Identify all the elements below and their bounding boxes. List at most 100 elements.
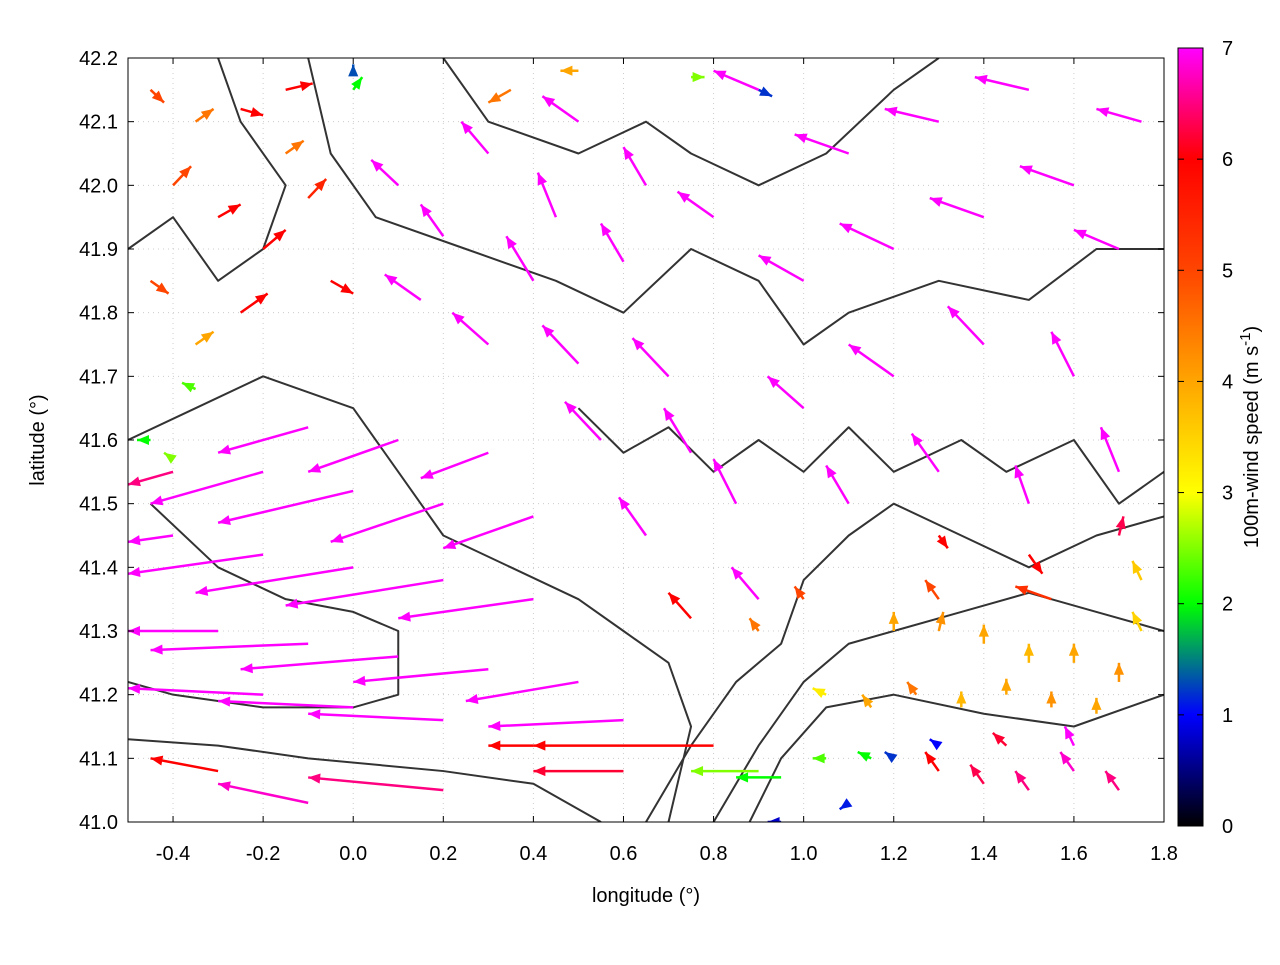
wind-vector — [712, 458, 738, 505]
wind-vector — [460, 120, 490, 155]
wind-vector — [691, 766, 759, 777]
wind-vector — [128, 534, 174, 546]
x-tick-label: 0.6 — [610, 843, 638, 865]
wind-vector-head — [299, 81, 313, 92]
wind-vector-head — [884, 751, 898, 764]
wind-vector — [1099, 426, 1121, 473]
wind-vector — [284, 139, 305, 155]
wind-vector-head — [1046, 691, 1057, 704]
wind-vector-head — [218, 444, 231, 455]
x-tick-label: 0.8 — [700, 843, 728, 865]
wind-vector-head — [1113, 662, 1125, 675]
wind-vector — [617, 496, 648, 537]
wind-vector — [1096, 107, 1142, 123]
wind-vector-head — [888, 611, 899, 624]
wind-vector — [736, 772, 782, 783]
wind-vector-head — [848, 344, 862, 356]
wind-vector — [541, 95, 580, 123]
colorbar-tick-label: 2 — [1222, 594, 1233, 616]
wind-vector — [1014, 770, 1030, 791]
wind-vector — [353, 667, 489, 686]
wind-vector-head — [1014, 465, 1025, 479]
wind-vector — [888, 611, 899, 631]
wind-vector — [218, 696, 354, 709]
wind-vector-head — [677, 191, 691, 203]
wind-vector-head — [970, 764, 982, 778]
colorbar-tick-label: 4 — [1222, 371, 1233, 393]
wind-vector-shaft — [398, 597, 534, 620]
wind-vector-head — [978, 624, 989, 637]
wind-vector — [541, 324, 580, 365]
wind-vector — [906, 681, 919, 696]
wind-vector-head — [420, 469, 434, 479]
wind-vector-head — [839, 223, 853, 234]
wind-vector-head — [1100, 427, 1111, 441]
wind-vector-head — [240, 663, 253, 674]
wind-vector-shaft — [150, 470, 264, 505]
wind-vector-shaft — [307, 438, 399, 474]
wind-vector-head — [1068, 643, 1079, 656]
x-axis-ticks: -0.4 -0.2 0.0 0.2 0.4 0.6 0.8 1.0 1.2 1.4 1.6 1.8 — [156, 58, 1178, 865]
wind-vector — [564, 400, 602, 441]
y-tick-label: 41.3 — [79, 621, 118, 643]
wind-vector-head — [290, 140, 304, 152]
wind-vector-head — [925, 580, 937, 593]
wind-vector — [884, 750, 898, 764]
wind-vector-shaft — [308, 776, 444, 792]
wind-vector — [974, 74, 1030, 92]
wind-vector-head — [1073, 229, 1087, 240]
wind-vector-head — [564, 401, 577, 414]
wind-vector — [150, 470, 264, 506]
wind-vector — [1113, 662, 1125, 682]
wind-vector — [861, 693, 874, 709]
colorbar-tick-label: 0 — [1222, 816, 1233, 838]
wind-vector-head — [929, 197, 943, 207]
wind-vector-head — [1060, 751, 1072, 765]
wind-vector — [1014, 585, 1052, 601]
wind-vector-head — [348, 64, 359, 77]
wind-vector-head — [812, 688, 826, 698]
wind-vector-head — [826, 465, 837, 479]
wind-vector-head — [506, 236, 517, 250]
wind-vector-shaft — [128, 553, 264, 575]
wind-vector — [676, 190, 715, 219]
wind-vector-head — [749, 618, 761, 631]
y-tick-label: 41.6 — [79, 430, 118, 452]
wind-vector-head — [314, 178, 327, 192]
wind-vector — [163, 451, 177, 464]
wind-vector — [195, 566, 354, 596]
wind-vector — [181, 381, 197, 393]
wind-vector-shaft — [240, 655, 399, 671]
wind-vector-head — [758, 255, 772, 266]
wind-vector-head — [218, 515, 231, 525]
x-tick-label: 0.0 — [339, 843, 367, 865]
x-tick-label: -0.4 — [156, 843, 190, 865]
colorbar-tick-label: 1 — [1222, 705, 1233, 727]
wind-vector-head — [618, 497, 631, 510]
contour-line — [577, 407, 1164, 505]
wind-vector-head — [488, 720, 501, 731]
wind-vector-head — [488, 740, 501, 751]
wind-vector-head — [254, 293, 268, 305]
wind-vector-head — [1091, 697, 1102, 710]
wind-vector — [128, 553, 264, 578]
y-axis-label: latitude (°) — [27, 394, 49, 485]
wind-vector-head — [935, 611, 946, 625]
wind-vector-head — [128, 476, 141, 487]
contour-line — [645, 502, 1164, 822]
wind-vector — [217, 489, 354, 525]
wind-vector-head — [713, 459, 724, 473]
wind-vector-shaft — [128, 687, 264, 696]
wind-vector — [137, 434, 151, 446]
wind-vector — [1073, 228, 1120, 251]
x-tick-label: 1.2 — [880, 843, 908, 865]
wind-vector — [935, 611, 946, 632]
wind-vector-head — [533, 740, 546, 751]
y-tick-label: 41.5 — [79, 494, 118, 516]
wind-vector-head — [691, 766, 704, 777]
x-tick-label: 1.6 — [1060, 843, 1088, 865]
wind-vector-head — [1132, 611, 1143, 625]
wind-vector-head — [151, 90, 165, 103]
wind-vector-head — [150, 644, 163, 655]
wind-vector — [1131, 560, 1143, 581]
